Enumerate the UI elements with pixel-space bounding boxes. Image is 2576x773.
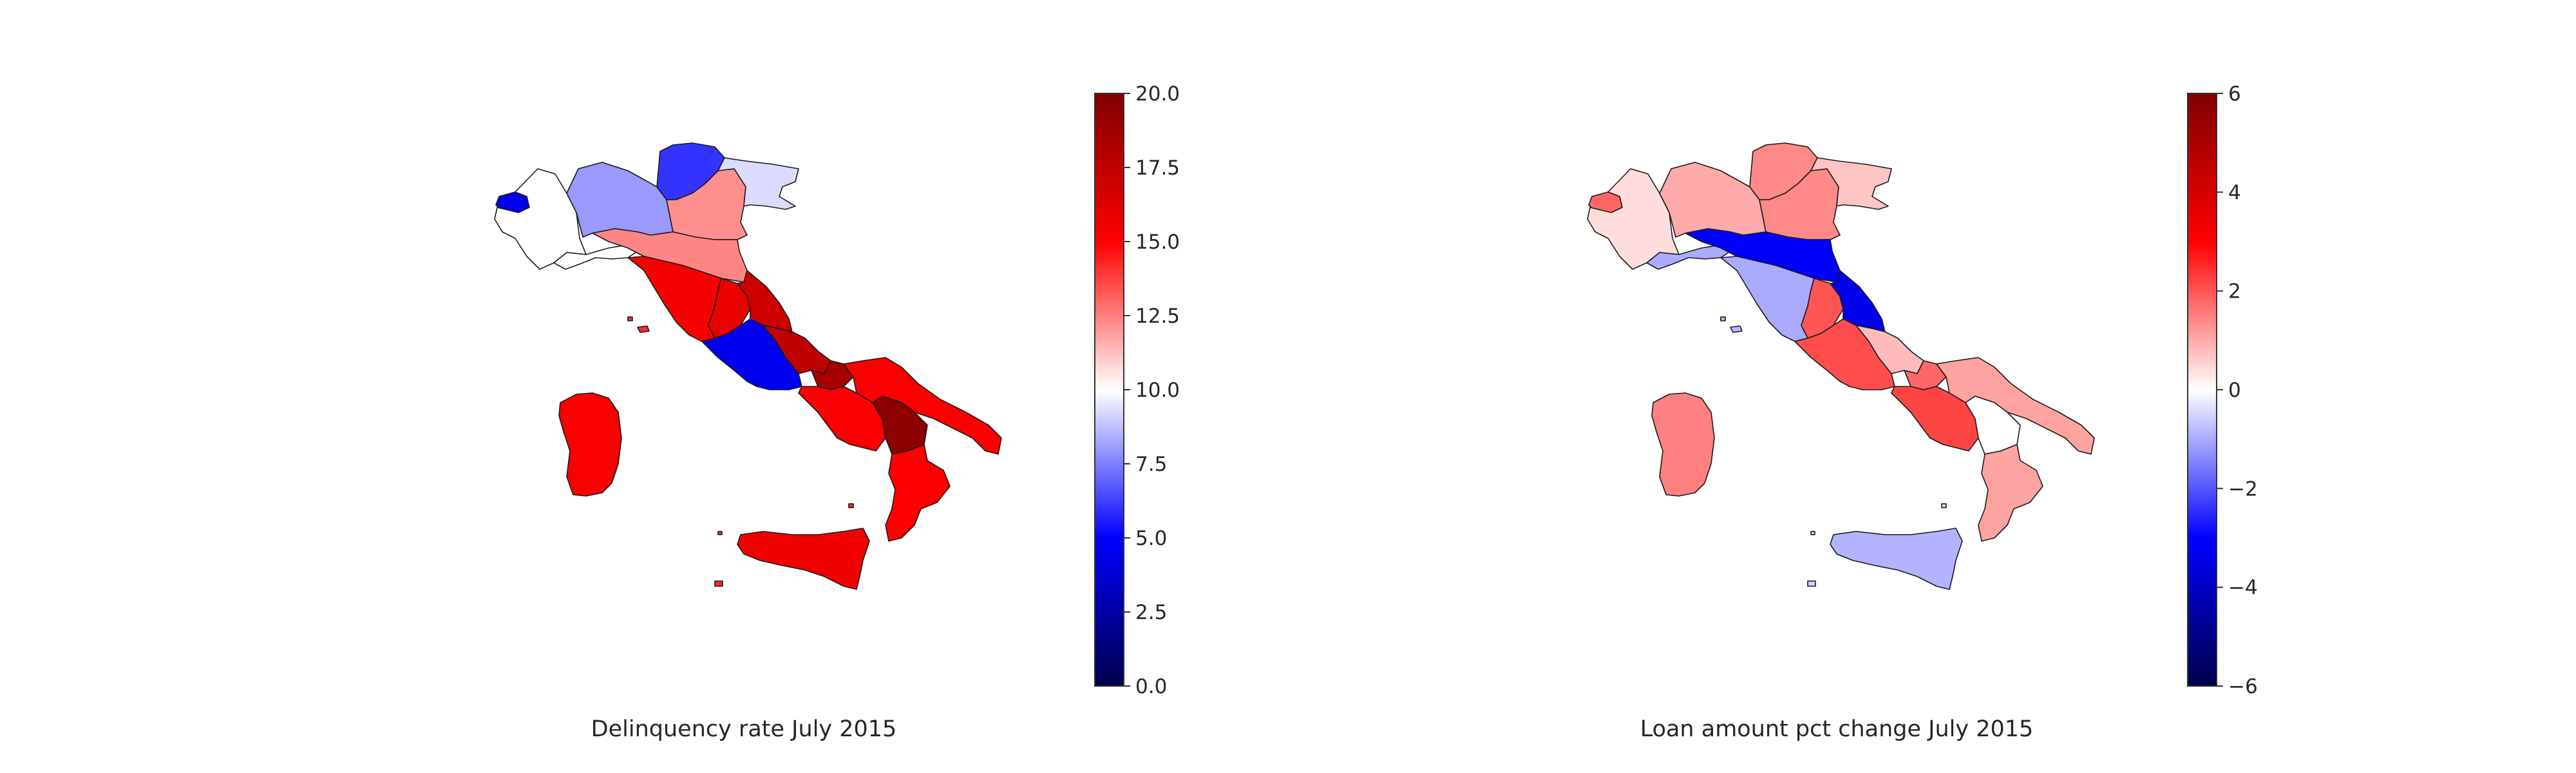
colorbar-tick-label: 17.5 — [1135, 157, 1180, 180]
map-title: Delinquency rate July 2015 — [591, 716, 897, 742]
colorbar-gradient — [2188, 93, 2217, 686]
colorbar-tick-label: 4 — [2228, 181, 2241, 204]
colorbar-tick-label: −6 — [2228, 675, 2258, 698]
colorbar-tick-label: −4 — [2228, 577, 2258, 600]
island-ustica — [717, 531, 723, 535]
colorbar-tick-label: 7.5 — [1135, 453, 1167, 476]
region-campania[interactable]: Campania — [798, 386, 886, 452]
colorbar: −6 −4 −2 0 2 4 6 — [2187, 82, 2258, 698]
map-title: Loan amount pct change July 2015 — [1640, 716, 2034, 742]
colorbar-tick-label: 10.0 — [1135, 379, 1180, 402]
region-lazio[interactable]: Lazio — [701, 318, 802, 390]
colorbar: 0.0 2.5 5.0 7.5 10.0 12.5 15.0 17.5 20.0 — [1094, 82, 1180, 698]
region-liguria[interactable]: Liguria — [553, 244, 638, 270]
colorbar-tick-label: 6 — [2228, 82, 2241, 106]
colorbar-tick-label: 5.0 — [1135, 527, 1167, 550]
colorbar-tick-label: −2 — [2228, 477, 2258, 501]
colorbar-tick-label: 2 — [2228, 280, 2241, 303]
map-regions: Valle d'Aosta Piemonte Lombardia Trentin… — [494, 142, 1002, 590]
colorbar-tick-label: 15.0 — [1135, 231, 1180, 254]
region-calabria[interactable]: Calabria — [885, 444, 951, 542]
colorbar-tick-label: 20.0 — [1135, 82, 1180, 106]
island-elba — [637, 325, 650, 333]
region-sicilia[interactable]: Sicilia — [1830, 528, 1963, 590]
region-friuli[interactable]: Friuli-Venezia Giulia — [717, 157, 799, 210]
island-lipari — [1941, 503, 1947, 508]
region-sardegna[interactable]: Sardegna — [1651, 392, 1715, 497]
colorbar-tick-label: 0 — [2228, 379, 2241, 402]
region-sardegna[interactable]: Sardegna — [558, 392, 622, 497]
island-capraia — [1720, 316, 1726, 321]
colorbar-ticks: 0.0 2.5 5.0 7.5 10.0 12.5 15.0 17.5 20.0 — [1124, 82, 1180, 698]
island-elba — [1730, 325, 1743, 333]
island-capraia — [627, 316, 633, 321]
island-pantelleria — [1807, 580, 1816, 587]
region-liguria[interactable]: Liguria — [1646, 244, 1731, 270]
island-ustica — [1810, 531, 1815, 535]
region-lombardia[interactable]: Lombardia — [1659, 162, 1766, 238]
colorbar-tick-label: 2.5 — [1135, 601, 1167, 624]
region-lombardia[interactable]: Lombardia — [566, 162, 674, 238]
region-calabria[interactable]: Calabria — [1978, 444, 2043, 542]
island-pantelleria — [714, 580, 723, 587]
colorbar-ticks: −6 −4 −2 0 2 4 6 — [2217, 82, 2258, 698]
colorbar-tick-label: 12.5 — [1135, 305, 1180, 328]
map-loan-change: Valle d'Aosta Piemonte Lombardia Trentin… — [1587, 82, 2258, 742]
region-sicilia[interactable]: Sicilia — [737, 528, 870, 590]
colorbar-tick-label: 0.0 — [1135, 675, 1167, 698]
island-lipari — [848, 503, 854, 508]
map-delinquency: Valle d'Aosta Piemonte Lombardia Trentin… — [494, 82, 1180, 742]
region-friuli[interactable]: Friuli-Venezia Giulia — [1810, 157, 1892, 210]
colorbar-gradient — [1095, 93, 1124, 686]
region-campania[interactable]: Campania — [1891, 386, 1979, 452]
map-regions: Valle d'Aosta Piemonte Lombardia Trentin… — [1587, 142, 2095, 590]
region-lazio[interactable]: Lazio — [1794, 318, 1895, 390]
